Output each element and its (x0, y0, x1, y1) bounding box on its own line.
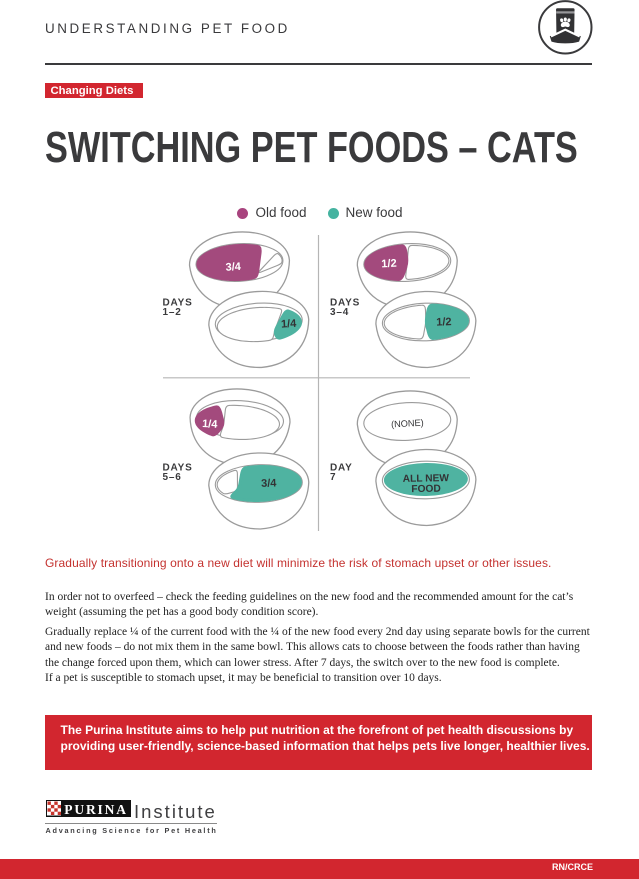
svg-text:DAYS: DAYS (330, 298, 360, 309)
svg-text:FOOD: FOOD (411, 484, 441, 496)
svg-text:3–4: 3–4 (330, 307, 349, 318)
svg-text:3/4: 3/4 (261, 477, 278, 490)
svg-text:1/4: 1/4 (202, 418, 219, 431)
svg-text:(NONE): (NONE) (391, 418, 424, 430)
svg-text:1/4: 1/4 (281, 318, 298, 331)
svg-text:1/2: 1/2 (381, 258, 397, 271)
svg-text:1–2: 1–2 (163, 307, 182, 318)
svg-text:DAYS: DAYS (163, 463, 193, 474)
svg-text:DAYS: DAYS (163, 298, 193, 309)
svg-text:DAY: DAY (330, 463, 353, 474)
svg-text:7: 7 (330, 472, 336, 483)
svg-text:3/4: 3/4 (225, 261, 242, 274)
svg-text:1/2: 1/2 (436, 316, 452, 329)
svg-text:ALL NEW: ALL NEW (403, 473, 450, 485)
svg-text:5–6: 5–6 (163, 472, 182, 483)
